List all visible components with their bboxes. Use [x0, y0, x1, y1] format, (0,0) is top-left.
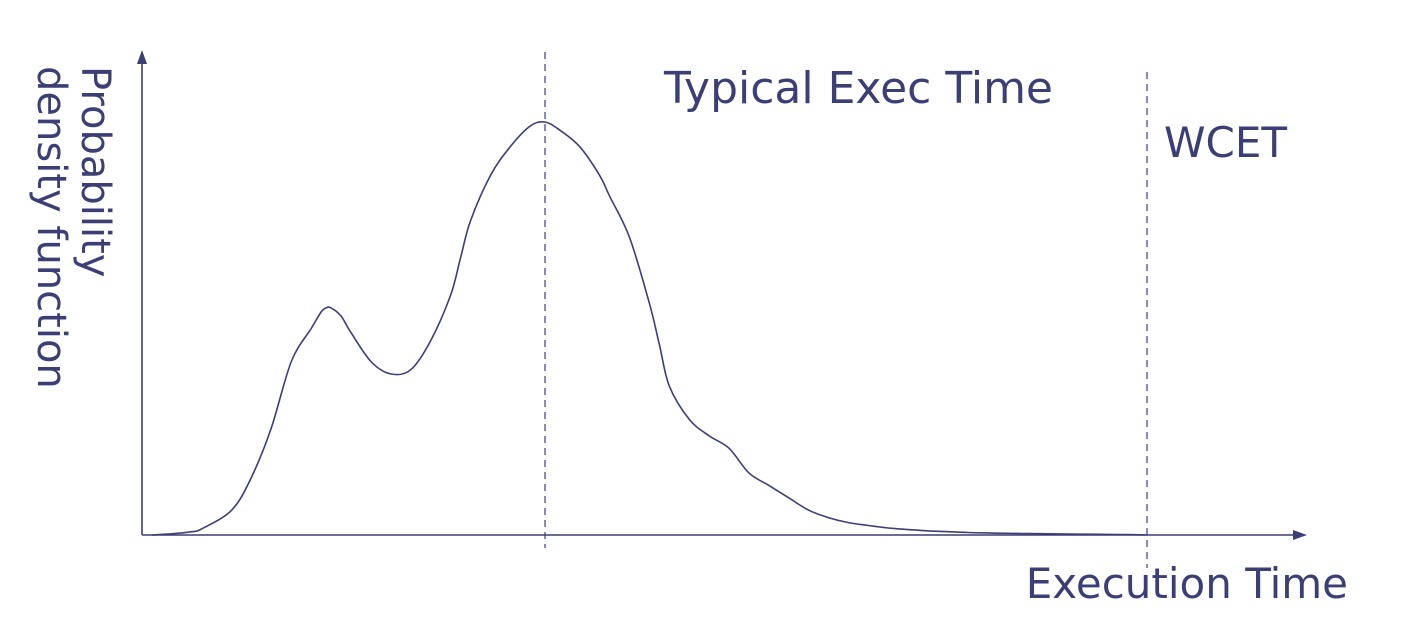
density-curve: [151, 120, 1148, 536]
y-axis-arrowhead: [137, 50, 147, 64]
wcet-label: WCET: [1164, 118, 1287, 167]
x-axis-arrowhead: [1293, 530, 1307, 540]
y-axis-label-line-1: Probability: [72, 66, 118, 277]
y-axis-label: Probability density function: [28, 66, 118, 389]
x-axis-label: Execution Time: [1026, 559, 1348, 608]
y-axis-label-line-2: density function: [28, 66, 74, 389]
typical-exec-time-label: Typical Exec Time: [663, 63, 1053, 114]
